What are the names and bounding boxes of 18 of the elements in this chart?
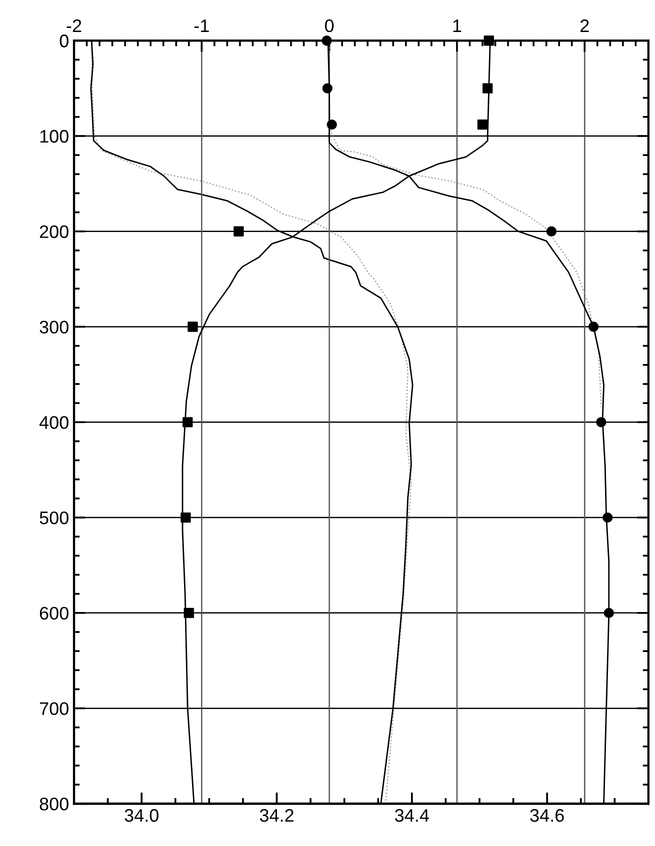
x-tick-label: 34.6	[530, 809, 564, 822]
y-tick-label: 500	[40, 511, 68, 524]
x-tick-label: 34.4	[395, 809, 429, 822]
text: 34.0	[124, 809, 158, 822]
x2-tick-label: -1	[194, 20, 209, 32]
y-tick-label: 400	[39, 416, 68, 429]
y-tick-label: 600	[40, 606, 68, 620]
y-tick-label: 200	[40, 225, 68, 238]
y-tick-label: 300	[40, 320, 68, 334]
x-tick-label: 34.2	[260, 809, 294, 822]
x2-tick-label: 1	[453, 20, 462, 32]
y-tick-label: 0	[60, 34, 68, 48]
y-tick-label: 700	[40, 702, 68, 716]
x2-tick-label: 2	[580, 19, 589, 32]
y-tick-label: 100	[40, 130, 68, 143]
x2-tick-label: 0	[325, 19, 334, 32]
x2-tick-label: -2	[66, 19, 82, 32]
y-tick-label: 800	[40, 798, 68, 810]
